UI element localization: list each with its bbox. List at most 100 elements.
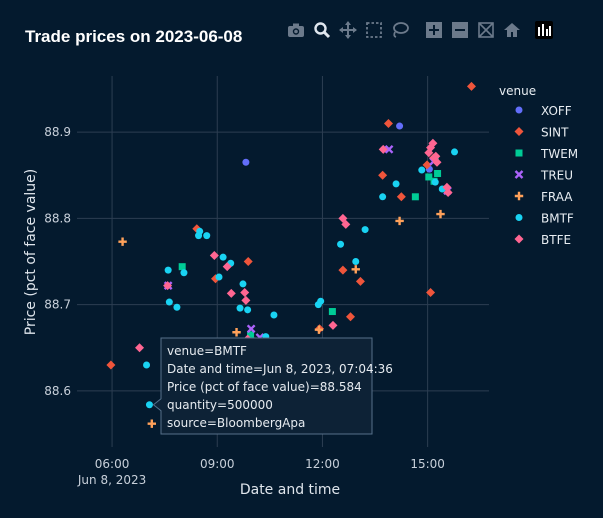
zoom-in-icon[interactable] [423, 19, 445, 41]
data-point[interactable] [242, 158, 250, 166]
legend-title: venue [499, 84, 536, 98]
reset-axes-home-icon[interactable] [501, 19, 523, 41]
data-point[interactable] [428, 138, 438, 148]
data-point[interactable] [241, 295, 251, 305]
data-point[interactable] [422, 160, 432, 170]
legend-marker[interactable] [515, 106, 523, 114]
data-point[interactable] [426, 288, 436, 298]
tooltip-line: Price (pct of face value)=88.584 [167, 380, 362, 394]
x-tick-label: 09:00 [200, 457, 235, 471]
data-point[interactable] [379, 193, 387, 201]
data-point[interactable] [361, 226, 369, 234]
data-point[interactable] [209, 250, 219, 260]
data-point[interactable] [164, 266, 172, 274]
data-point[interactable] [240, 288, 250, 298]
legend-item-btfe[interactable]: BTFE [514, 233, 572, 247]
zoom-out-icon[interactable] [449, 19, 471, 41]
data-point[interactable] [243, 257, 253, 266]
data-point[interactable] [383, 118, 393, 128]
data-point[interactable] [203, 232, 211, 240]
pan-icon[interactable] [337, 19, 359, 41]
data-point[interactable] [355, 276, 365, 286]
legend-label: FRAA [541, 190, 573, 204]
data-point[interactable] [226, 288, 236, 298]
data-point[interactable] [317, 297, 325, 305]
data-point[interactable] [425, 173, 433, 181]
legend-marker[interactable] [514, 234, 524, 244]
data-point[interactable] [178, 263, 186, 271]
data-point[interactable] [145, 401, 153, 409]
data-point[interactable] [236, 304, 244, 312]
data-point[interactable] [328, 320, 338, 330]
data-point[interactable] [180, 269, 188, 277]
data-point[interactable] [173, 303, 181, 311]
series-btfe [135, 138, 453, 353]
legend-item-sint[interactable]: SINT [514, 126, 570, 140]
data-point[interactable] [434, 169, 442, 177]
data-point[interactable] [338, 265, 348, 275]
data-point[interactable] [165, 298, 173, 306]
data-point[interactable] [270, 311, 278, 319]
data-point[interactable] [378, 144, 388, 154]
data-point[interactable] [247, 331, 255, 339]
camera-icon[interactable] [285, 19, 307, 41]
data-point[interactable] [246, 324, 256, 334]
legend-item-bmtf[interactable]: BMTF [515, 212, 574, 226]
data-point[interactable] [147, 419, 157, 428]
data-point[interactable] [378, 170, 388, 180]
data-point[interactable] [219, 253, 227, 261]
autoscale-icon[interactable] [475, 19, 497, 41]
hover-tooltip: venue=BMTF Date and time=Jun 8, 2023, 07:… [152, 337, 393, 435]
data-point[interactable] [337, 240, 345, 248]
data-point[interactable] [392, 180, 400, 188]
data-point[interactable] [135, 343, 145, 353]
data-point[interactable] [443, 187, 453, 197]
legend-marker[interactable] [514, 127, 524, 136]
legend-item-twem[interactable]: TWEM [515, 147, 579, 161]
zoom-icon[interactable] [311, 19, 333, 41]
legend-marker[interactable] [514, 170, 524, 179]
data-point[interactable] [244, 306, 252, 314]
data-point[interactable] [436, 209, 445, 219]
data-point[interactable] [396, 122, 404, 130]
box-select-icon[interactable] [363, 19, 385, 41]
data-point[interactable] [118, 237, 127, 246]
data-point[interactable] [451, 148, 459, 156]
data-point[interactable] [352, 258, 360, 265]
legend-marker[interactable] [515, 214, 523, 221]
x-tick-label: 12:00 [305, 457, 340, 471]
data-point[interactable] [466, 81, 476, 91]
data-point[interactable] [396, 192, 406, 202]
data-point[interactable] [163, 281, 173, 291]
data-point[interactable] [143, 361, 151, 369]
data-point[interactable] [351, 265, 360, 274]
data-point[interactable] [314, 325, 324, 334]
x-axis-label: Date and time [240, 482, 340, 498]
data-point[interactable] [328, 308, 336, 316]
data-point[interactable] [431, 178, 439, 186]
data-point[interactable] [432, 157, 442, 167]
x-tick-label: 06:00 Jun 8, 2023 [77, 457, 146, 487]
data-point[interactable] [395, 216, 404, 226]
data-point[interactable] [232, 328, 241, 337]
data-point[interactable] [411, 193, 419, 201]
data-point[interactable] [431, 151, 441, 161]
data-point[interactable] [222, 262, 232, 272]
lasso-select-icon[interactable] [389, 19, 411, 41]
data-point[interactable] [106, 360, 116, 370]
data-point[interactable] [418, 166, 426, 174]
legend-marker[interactable] [514, 191, 524, 201]
data-point[interactable] [341, 219, 351, 229]
data-point[interactable] [384, 144, 394, 154]
data-point[interactable] [239, 280, 247, 288]
y-axis: 88.6 88.7 88.8 88.9 [44, 125, 71, 398]
plotly-logo-icon[interactable] [533, 19, 555, 41]
data-point[interactable] [215, 273, 223, 281]
y-tick-label: 88.9 [44, 125, 71, 139]
data-point[interactable] [196, 227, 204, 235]
legend-item-fraa[interactable]: FRAA [514, 190, 573, 204]
legend-item-xoff[interactable]: XOFF [515, 104, 572, 118]
data-point[interactable] [345, 312, 355, 322]
legend-marker[interactable] [515, 149, 523, 157]
legend-item-treu[interactable]: TREU [514, 169, 574, 183]
